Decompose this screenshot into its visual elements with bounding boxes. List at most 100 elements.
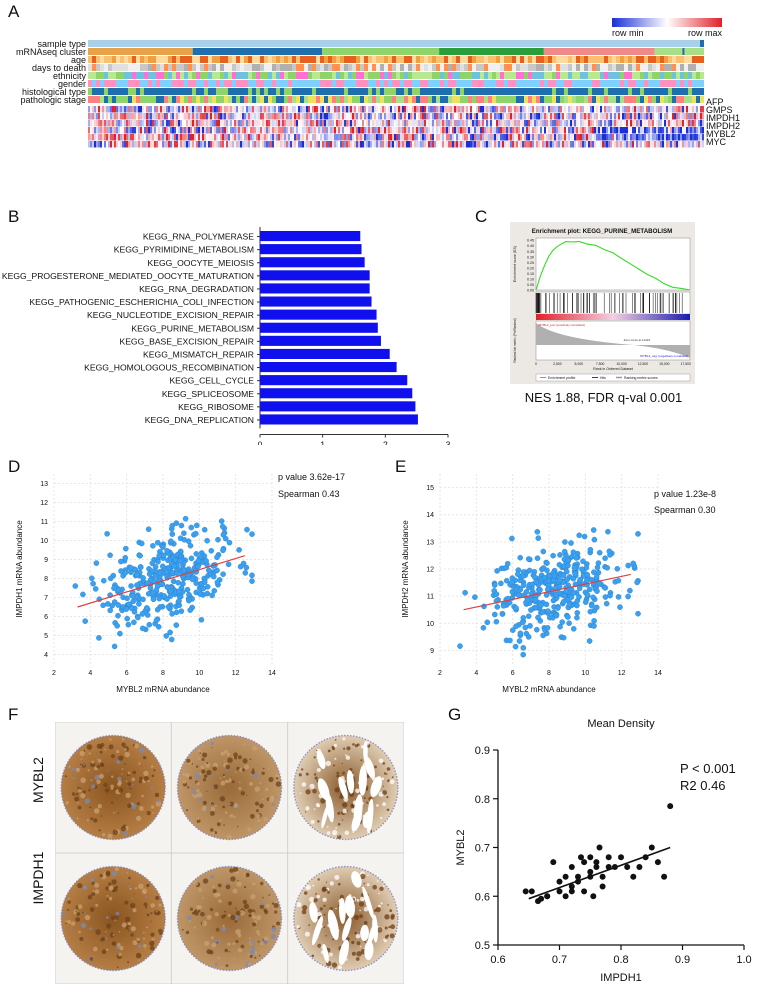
heatmap-cell [318, 106, 321, 113]
heatmap-cell [194, 113, 197, 120]
track-cell [184, 80, 189, 87]
heatmap-cell [486, 127, 489, 134]
heatmap-cell [462, 141, 465, 148]
ihc-texture [104, 788, 110, 793]
track-cell [640, 96, 645, 103]
heatmap-cell [354, 141, 357, 148]
heatmap-cell [88, 120, 91, 127]
heatmap-cell [428, 141, 431, 148]
scatter-point [118, 558, 124, 565]
ihc-texture [227, 757, 233, 763]
heatmap-cell [360, 141, 363, 148]
track-cell [272, 72, 277, 79]
heatmap-cell [630, 134, 633, 141]
heatmap-cell [282, 134, 285, 141]
heatmap-cell [554, 120, 557, 127]
heatmap-cell [616, 134, 619, 141]
track-cell [288, 72, 293, 79]
ihc-texture [346, 746, 351, 751]
track-cell [352, 88, 357, 95]
track-cell [448, 80, 453, 87]
heatmap-cell [452, 127, 455, 134]
heatmap-cell [476, 134, 479, 141]
heatmap-cell [406, 120, 409, 127]
track-cell [416, 88, 421, 95]
heatmap-cell [400, 113, 403, 120]
ihc-texture [271, 803, 275, 806]
track-cell [524, 64, 529, 71]
g-point [581, 859, 588, 866]
ihc-texture [275, 777, 279, 780]
ihc-texture [352, 831, 354, 833]
heatmap-cell [242, 141, 245, 148]
heatmap-cell [460, 120, 463, 127]
ihc-texture [75, 769, 78, 772]
scatter-point [517, 630, 524, 637]
heatmap-cell [182, 127, 185, 134]
track-cell [400, 64, 405, 71]
track-cell [536, 56, 541, 63]
heatmap-cell [204, 106, 207, 113]
heatmap-cell [256, 134, 259, 141]
heatmap-cell [416, 127, 419, 134]
heatmap [88, 40, 704, 148]
heatmap-cell [534, 141, 537, 148]
track-cell [696, 88, 701, 95]
heatmap-cell [680, 106, 683, 113]
heatmap-cell [228, 141, 231, 148]
track-cell [412, 72, 417, 79]
heatmap-cell [88, 127, 91, 134]
heatmap-cell [674, 113, 677, 120]
heatmap-cell [646, 106, 649, 113]
track-label-gender: gender [57, 79, 86, 89]
track-cell [700, 72, 704, 79]
heatmap-cell [146, 134, 149, 141]
heatmap-cell [98, 134, 101, 141]
heatmap-cell [534, 113, 537, 120]
heatmap-cell [246, 134, 249, 141]
ihc-white-gap [338, 939, 349, 966]
track-cell [632, 56, 637, 63]
heatmap-cell [186, 127, 189, 134]
heatmap-cell [444, 120, 447, 127]
heatmap-cell [308, 127, 311, 134]
track-label-age: age [70, 55, 86, 65]
heatmap-cell [302, 141, 305, 148]
track-cell [248, 72, 253, 79]
ihc-texture [82, 790, 86, 794]
ihc-texture [70, 921, 76, 926]
heatmap-cell [432, 113, 435, 120]
heatmap-cell [670, 120, 673, 127]
ihc-texture [334, 874, 340, 880]
ihc-texture [351, 940, 355, 945]
heatmap-cell [100, 134, 103, 141]
track-cell [572, 64, 577, 71]
heatmap-cell [618, 134, 621, 141]
track-cell [172, 96, 177, 103]
heatmap-cell [498, 120, 501, 127]
track-cell [664, 96, 669, 103]
heatmap-cell [258, 141, 261, 148]
panel-letter-f: F [8, 705, 19, 724]
heatmap-cell [208, 134, 211, 141]
ihc-texture [109, 738, 112, 741]
ihc-texture [106, 916, 109, 919]
ihc-texture [130, 926, 136, 932]
track-cell [520, 96, 525, 103]
ihc-texture [116, 945, 120, 950]
heatmap-cell [486, 113, 489, 120]
heatmap-cell [574, 134, 577, 141]
heatmap-cell [700, 141, 703, 148]
bar-x-tick-label: 0 [258, 440, 263, 446]
heatmap-cell [620, 106, 623, 113]
heatmap-cell [394, 127, 397, 134]
heatmap-cell [456, 120, 459, 127]
heatmap-cell [670, 141, 673, 148]
ihc-texture [354, 914, 360, 920]
g-point [562, 873, 569, 880]
heatmap-cell [624, 106, 627, 113]
heatmap-cell [360, 134, 363, 141]
g-y-tick-label: 0.6 [475, 891, 490, 903]
track-cell [360, 56, 365, 63]
ihc-texture [335, 907, 337, 910]
